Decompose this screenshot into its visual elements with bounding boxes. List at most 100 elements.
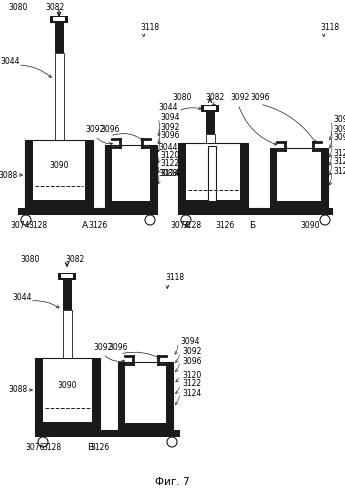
Text: 3080: 3080 xyxy=(20,256,40,264)
Text: 3124: 3124 xyxy=(160,168,179,177)
Text: 3092: 3092 xyxy=(160,122,179,132)
Text: 3082: 3082 xyxy=(205,94,225,102)
Text: 3096: 3096 xyxy=(160,132,179,140)
Bar xyxy=(208,146,216,201)
Text: Б: Б xyxy=(249,220,255,230)
Bar xyxy=(208,146,216,201)
Circle shape xyxy=(167,437,177,447)
Text: 3080: 3080 xyxy=(172,94,192,102)
Text: 3092: 3092 xyxy=(230,94,250,102)
Bar xyxy=(201,105,219,112)
Bar xyxy=(118,362,173,430)
Bar xyxy=(56,53,62,140)
Text: 3044: 3044 xyxy=(158,144,178,152)
Bar xyxy=(207,134,213,143)
Circle shape xyxy=(38,437,48,447)
Bar xyxy=(206,134,215,143)
Bar xyxy=(35,358,100,430)
Bar xyxy=(92,358,100,430)
Bar xyxy=(150,145,157,208)
Text: 3094: 3094 xyxy=(333,116,345,124)
Bar xyxy=(18,208,158,215)
Bar xyxy=(178,143,248,208)
Text: В: В xyxy=(87,444,93,452)
Text: 3096: 3096 xyxy=(100,126,120,134)
Bar xyxy=(206,112,215,134)
Text: Фиг. 7: Фиг. 7 xyxy=(155,477,189,487)
Bar xyxy=(166,362,173,430)
Text: 3128: 3128 xyxy=(183,220,201,230)
Bar xyxy=(62,310,71,358)
Text: А: А xyxy=(82,220,88,230)
Text: 3124: 3124 xyxy=(182,388,201,398)
Text: 3122: 3122 xyxy=(333,158,345,166)
Bar xyxy=(85,140,93,208)
Circle shape xyxy=(320,215,330,225)
Bar xyxy=(35,430,180,437)
Bar xyxy=(55,23,64,53)
Text: 3128: 3128 xyxy=(28,220,48,230)
Circle shape xyxy=(181,215,191,225)
Text: 3096: 3096 xyxy=(250,94,270,102)
Bar xyxy=(55,53,63,140)
Bar xyxy=(270,148,328,208)
Bar xyxy=(25,200,93,208)
Text: 3076: 3076 xyxy=(25,444,45,452)
Text: 3096: 3096 xyxy=(182,356,201,366)
Text: 3128: 3128 xyxy=(42,444,61,452)
Text: 3118: 3118 xyxy=(321,24,339,32)
Text: 3126: 3126 xyxy=(90,444,110,452)
Bar xyxy=(277,148,321,201)
Bar xyxy=(186,143,240,200)
Bar xyxy=(35,358,43,430)
Text: 3044: 3044 xyxy=(0,58,20,66)
Bar xyxy=(105,145,157,208)
Text: 3118: 3118 xyxy=(166,274,185,282)
Text: 3090: 3090 xyxy=(57,380,77,390)
Bar xyxy=(178,200,248,208)
Bar xyxy=(112,145,150,201)
Bar xyxy=(204,106,216,110)
Text: 3092: 3092 xyxy=(333,124,345,134)
Bar xyxy=(53,17,65,21)
Text: 3092: 3092 xyxy=(93,344,113,352)
Text: 3094: 3094 xyxy=(160,114,179,122)
Text: 3122: 3122 xyxy=(182,380,201,388)
Text: 3096: 3096 xyxy=(108,344,128,352)
Bar xyxy=(178,143,186,208)
Bar xyxy=(270,148,277,208)
Text: 3082: 3082 xyxy=(65,256,85,264)
Bar xyxy=(270,201,328,208)
Bar xyxy=(25,140,93,208)
Text: 3080: 3080 xyxy=(8,4,28,13)
Text: 3082: 3082 xyxy=(46,4,65,13)
Text: 3126: 3126 xyxy=(215,220,235,230)
Bar xyxy=(321,148,328,208)
Text: 3090: 3090 xyxy=(49,160,69,170)
Bar xyxy=(33,140,85,200)
Bar xyxy=(35,422,100,430)
Text: 3074: 3074 xyxy=(170,220,190,230)
Bar xyxy=(50,16,68,23)
Bar xyxy=(43,358,92,422)
Text: 3088: 3088 xyxy=(158,168,178,177)
Text: 3092: 3092 xyxy=(182,348,201,356)
Text: 3124: 3124 xyxy=(333,166,345,175)
Text: 3090: 3090 xyxy=(300,220,320,230)
Text: 3092: 3092 xyxy=(85,126,105,134)
Text: 3074: 3074 xyxy=(10,220,30,230)
Text: 3044: 3044 xyxy=(158,104,178,112)
Text: 3118: 3118 xyxy=(140,24,159,32)
Bar xyxy=(105,145,112,208)
Bar xyxy=(125,362,166,423)
Circle shape xyxy=(145,215,155,225)
Bar xyxy=(61,274,73,278)
Bar xyxy=(64,310,70,358)
Circle shape xyxy=(21,215,31,225)
Text: 3096: 3096 xyxy=(333,134,345,142)
Bar xyxy=(58,273,76,280)
Bar xyxy=(63,280,72,310)
Bar xyxy=(118,362,125,430)
Text: 3088: 3088 xyxy=(0,170,18,179)
Text: 3120: 3120 xyxy=(160,150,179,160)
